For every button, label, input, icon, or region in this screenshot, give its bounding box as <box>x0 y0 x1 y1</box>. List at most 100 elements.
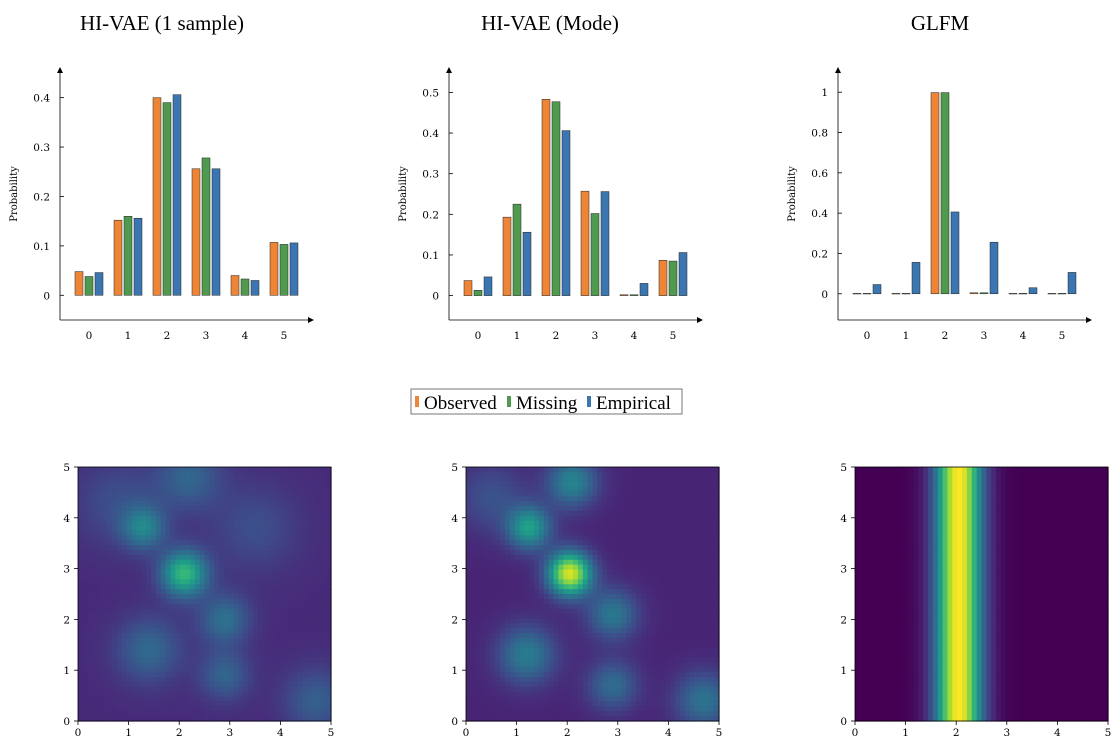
heatmap-cell <box>185 589 191 595</box>
heatmap-cell <box>519 550 525 556</box>
heatmap-cell <box>219 603 225 610</box>
heatmap-cell <box>641 618 647 624</box>
heatmap-cell <box>180 647 186 654</box>
heatmap-cell <box>684 550 691 556</box>
heatmap-cell <box>175 706 181 712</box>
heatmap-cell <box>587 506 594 512</box>
heatmap-cell <box>621 579 628 585</box>
heatmap-cell <box>316 496 322 502</box>
heatmap-cell <box>292 515 298 522</box>
heatmap-cell <box>548 486 555 493</box>
heatmap-cell <box>121 657 128 663</box>
heatmap-cell <box>219 496 225 502</box>
heatmap-cell <box>170 691 176 698</box>
heatmap-cell <box>150 711 157 717</box>
heatmap-cell <box>223 667 230 673</box>
heatmap-cell <box>626 633 633 639</box>
heatmap-cell <box>670 584 676 590</box>
heatmap-cell <box>160 545 167 551</box>
heatmap-cell <box>650 613 657 620</box>
heatmap-cell <box>87 613 94 620</box>
heatmap-cell <box>160 540 167 546</box>
heatmap-cell <box>689 471 696 478</box>
heatmap-cell <box>616 652 623 659</box>
heatmap-cell <box>277 525 283 532</box>
heatmap-cell <box>219 467 225 473</box>
heatmap-cell <box>78 467 84 473</box>
heatmap-cell <box>709 613 715 620</box>
heatmap-cell <box>504 545 511 551</box>
heatmap-cell <box>238 476 245 483</box>
heatmap-cell <box>204 701 210 707</box>
heatmap-cell <box>621 481 628 488</box>
heatmap-cell <box>577 657 584 663</box>
heatmap-cell <box>194 589 201 595</box>
heatmap-cell <box>466 520 472 527</box>
heatmap-cell <box>543 530 550 536</box>
heatmap-cell <box>131 579 137 585</box>
heatmap-cell <box>616 647 623 654</box>
heatmap-cell <box>209 574 215 580</box>
legend-label-empirical: Empirical <box>596 393 671 414</box>
heatmap-cell <box>233 496 240 502</box>
heatmap-cell <box>141 491 147 497</box>
heatmap-cell <box>136 706 142 712</box>
heatmap-cell <box>287 496 293 502</box>
heatmap-cell <box>626 594 633 600</box>
heatmap-cell <box>616 623 623 629</box>
heatmap-cell <box>641 594 647 600</box>
heatmap-cell <box>524 515 530 522</box>
heatmap-cell <box>238 706 245 712</box>
heatmap-cell <box>141 486 147 493</box>
heatmap-cell <box>126 501 133 507</box>
heatmap-cell <box>141 652 147 659</box>
heatmap-cell <box>306 618 313 624</box>
heatmap-cell <box>116 681 123 688</box>
heatmap-cell <box>704 540 710 546</box>
heatmap-cell <box>175 628 181 634</box>
heatmap-cell <box>607 642 613 649</box>
heatmap-cell <box>214 716 220 722</box>
heatmap-cell <box>709 510 715 517</box>
heatmap-cell <box>607 662 613 668</box>
heatmap-cell <box>326 706 332 712</box>
heatmap-cell <box>194 716 201 722</box>
heatmap-cell <box>694 652 701 659</box>
heatmap-cell <box>272 637 279 644</box>
heatmap-cell <box>155 618 162 624</box>
heatmap-cell <box>116 652 123 659</box>
heatmap-cell <box>112 637 118 644</box>
heatmap-cell <box>466 642 472 649</box>
heatmap-cell <box>509 652 516 659</box>
heatmap-cell <box>646 662 652 668</box>
heatmap-cell <box>602 564 608 571</box>
heatmap-cell <box>543 471 550 478</box>
heatmap-cell <box>543 579 550 585</box>
heatmap-cell <box>228 574 235 580</box>
heatmap-cell <box>500 554 506 561</box>
heatmap-cell <box>277 716 283 722</box>
heatmap-cell <box>160 486 167 493</box>
heatmap-cell <box>582 481 589 488</box>
heatmap-cell <box>253 628 259 634</box>
heatmap-cell <box>233 633 240 639</box>
heatmap-cell <box>131 486 137 493</box>
heatmap-cell <box>204 618 210 624</box>
heatmap-cell <box>490 486 496 493</box>
heatmap-cell <box>534 579 540 585</box>
heatmap-cell <box>631 579 637 585</box>
heatmap-cell <box>296 584 303 590</box>
heatmap-cell <box>568 603 574 610</box>
heatmap-cell <box>199 706 206 712</box>
heatmap-cell <box>592 652 598 659</box>
heatmap-cell <box>146 525 152 532</box>
heatmap-cell <box>238 584 245 590</box>
heatmap-cell <box>253 579 259 585</box>
heatmap-cell <box>136 613 142 620</box>
heatmap-cell <box>680 520 686 527</box>
heatmap-cell <box>189 476 196 483</box>
heatmap-cell <box>504 506 511 512</box>
heatmap-cell <box>301 633 308 639</box>
heatmap-cell <box>684 584 691 590</box>
heatmap-cell <box>538 471 545 478</box>
